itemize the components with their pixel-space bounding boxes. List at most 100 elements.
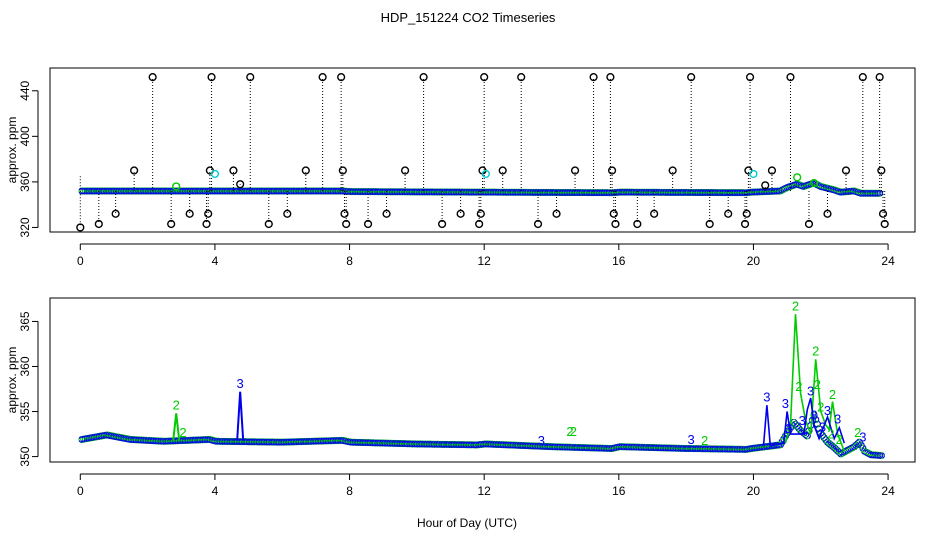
data-point-blue [600,444,608,452]
data-point-blue [526,442,534,450]
data-point-blue [529,442,537,450]
data-point-blue [699,445,707,453]
data-point-blue [354,438,362,446]
data-point-blue [544,443,552,451]
data-point-blue [871,451,879,459]
data-point-blue [255,187,263,195]
data-point-blue [234,438,242,446]
data-point-blue [430,188,438,196]
data-point-blue [635,188,643,196]
data-point-blue [332,437,340,445]
data-point-blue [179,437,187,445]
data-point-blue [835,448,843,456]
data-point-blue [305,187,313,195]
data-point-blue [302,187,310,195]
data-point-blue [521,188,529,196]
data-point-blue [245,438,253,446]
data-point-blue [792,420,800,428]
data-point-blue [322,437,330,445]
data-point-blue [485,188,493,196]
data-point-blue [174,187,182,195]
data-point-blue [108,432,116,440]
point-label-green: 2 [179,425,186,440]
data-point-blue [492,188,500,196]
data-point-blue [876,451,884,459]
data-point-blue [840,188,848,196]
data-point-blue [273,438,281,446]
data-point-blue [877,452,885,460]
data-point-blue [583,189,591,197]
data-point-blue [537,442,545,450]
data-point-blue [159,437,167,445]
data-point-blue [499,188,507,196]
data-point-blue [159,187,167,195]
data-point-blue [664,188,672,196]
y-tick-label: 360 [18,172,32,192]
data-point-blue [268,187,276,195]
flag-point [337,73,346,82]
data-point-blue [657,444,665,452]
data-point-blue [278,438,286,446]
flag-point [419,73,428,82]
data-point-blue [573,443,581,451]
data-point-blue [753,188,761,196]
data-point-blue [457,441,465,449]
data-point-blue [266,438,274,446]
data-point-blue [477,441,485,449]
y-axis-label: approx. ppm [5,347,19,414]
data-point-blue [309,187,317,195]
point-label-green: 2 [701,433,708,448]
data-point-blue [372,188,380,196]
x-tick-label: 16 [612,484,626,498]
data-point-blue [310,187,318,195]
data-point-blue [738,189,746,197]
flag-point [570,166,580,175]
data-point-blue [640,443,648,451]
data-point-blue [554,443,562,451]
data-point-blue [638,188,646,196]
data-point-blue [342,187,350,195]
data-point-blue [685,188,693,196]
data-point-blue [354,188,362,196]
data-point-blue [383,439,391,447]
data-point-blue [280,438,288,446]
green-point [172,182,181,191]
data-point-blue [261,438,269,446]
data-point-blue [834,187,842,195]
data-point-blue [561,443,569,451]
data-point-blue [224,187,232,195]
data-point-blue [537,188,545,196]
data-point-blue [652,188,660,196]
data-point-blue [823,184,831,192]
data-point-blue [733,445,741,453]
data-point-blue [616,188,624,196]
data-point-blue [399,188,407,196]
data-point-blue [751,444,759,452]
data-point-blue [578,189,586,197]
data-point-blue [586,189,594,197]
data-point-blue [497,188,505,196]
flag-point [207,73,216,82]
data-point-blue [613,188,621,196]
data-point-blue [526,188,534,196]
data-point-blue [536,188,544,196]
data-point-blue [581,444,589,452]
data-point-blue [547,188,555,196]
data-point-blue [139,436,147,444]
data-point-blue [861,189,869,197]
data-point-blue [209,187,217,195]
data-point-blue [657,188,665,196]
data-point-blue [618,443,626,451]
point-label-blue: 3 [763,390,770,405]
data-point-blue [482,188,490,196]
flag-point [606,73,615,82]
y-tick-label: 440 [18,80,32,100]
data-point-blue [288,187,296,195]
data-point-blue [125,187,133,195]
data-point-blue [741,189,749,197]
data-point-blue [155,187,163,195]
data-point-blue [398,440,406,448]
data-point-blue [546,443,554,451]
data-point-blue [453,441,461,449]
